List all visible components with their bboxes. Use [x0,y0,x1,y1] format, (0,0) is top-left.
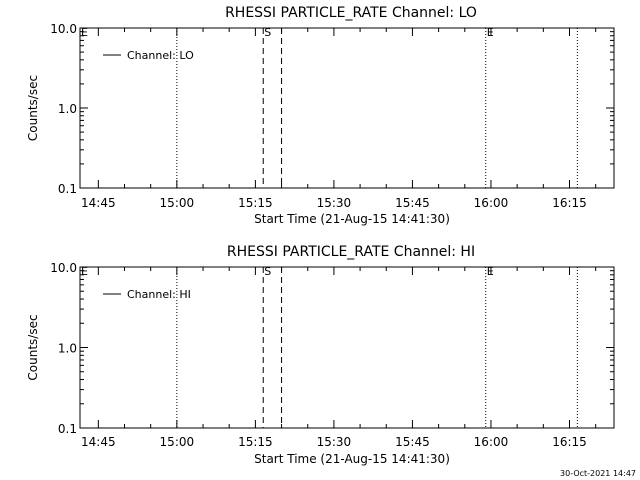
legend-label: Channel: LO [127,49,194,62]
marker-label: E [81,26,88,39]
x-axis-label: Start Time (21-Aug-15 14:41:30) [254,212,450,226]
y-tick-label: 1.0 [58,102,77,116]
x-axis-label: Start Time (21-Aug-15 14:41:30) [254,452,450,466]
legend-label: Channel: HI [127,288,191,301]
marker-label: S [264,26,271,39]
x-tick-label: 14:45 [81,435,116,449]
x-tick-label: 15:30 [317,196,352,210]
y-tick-label: 1.0 [58,342,77,356]
x-tick-label: 15:45 [395,196,430,210]
marker-label: S [264,265,271,278]
y-axis-label: Counts/sec [26,75,40,141]
x-tick-label: 16:00 [474,435,509,449]
x-tick-label: 16:00 [474,196,509,210]
marker-label: E [487,265,494,278]
x-tick-label: 16:15 [552,196,587,210]
x-tick-label: 15:30 [317,435,352,449]
generated-timestamp: 30-Oct-2021 14:47 [560,469,636,478]
x-tick-label: 15:15 [238,435,273,449]
y-tick-label: 0.1 [58,422,77,436]
x-tick-label: 15:45 [395,435,430,449]
x-tick-label: 16:15 [552,435,587,449]
marker-label: E [81,265,88,278]
x-tick-label: 15:15 [238,196,273,210]
x-tick-label: 15:00 [160,196,195,210]
x-tick-label: 15:00 [160,435,195,449]
chart-title: RHESSI PARTICLE_RATE Channel: HI [227,244,475,260]
marker-label: E [487,26,494,39]
y-tick-label: 10.0 [50,22,77,36]
chart-title: RHESSI PARTICLE_RATE Channel: LO [225,5,477,21]
y-tick-label: 10.0 [50,261,77,275]
x-tick-label: 14:45 [81,196,116,210]
y-tick-label: 0.1 [58,182,77,196]
y-axis-label: Counts/sec [26,314,40,380]
